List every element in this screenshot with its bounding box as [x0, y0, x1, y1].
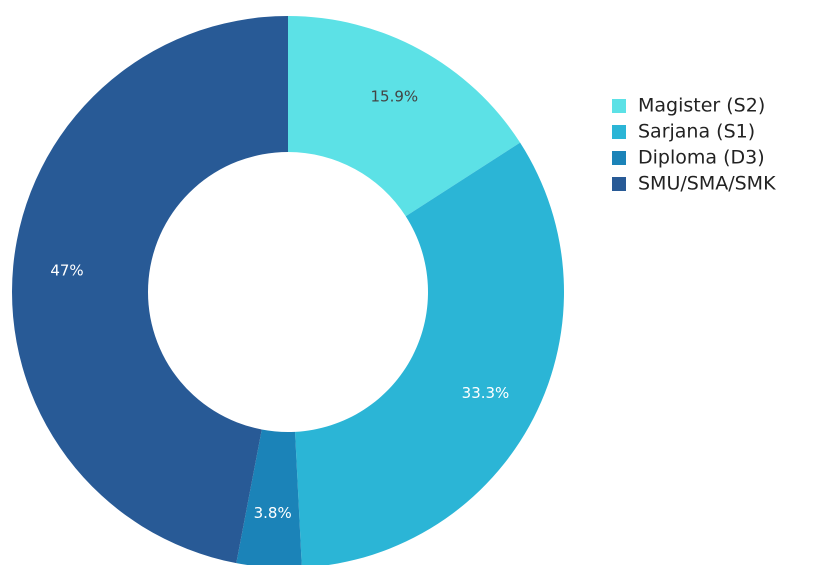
donut-slice [236, 429, 302, 565]
legend-swatch [612, 151, 626, 165]
legend-label: Sarjana (S1) [638, 121, 755, 143]
legend-swatch [612, 125, 626, 139]
value-label: 15.9% [371, 88, 419, 106]
value-label: 47% [50, 262, 83, 280]
legend-label: SMU/SMA/SMK [638, 173, 776, 195]
legend-label: Diploma (D3) [638, 147, 765, 169]
legend-swatch [612, 177, 626, 191]
legend-swatch [612, 99, 626, 113]
donut-slice [12, 16, 288, 564]
donut-slice [288, 16, 521, 217]
value-label: 33.3% [462, 384, 510, 402]
value-label: 3.8% [254, 504, 292, 522]
donut-slice [295, 142, 564, 565]
legend-label: Magister (S2) [638, 95, 765, 117]
